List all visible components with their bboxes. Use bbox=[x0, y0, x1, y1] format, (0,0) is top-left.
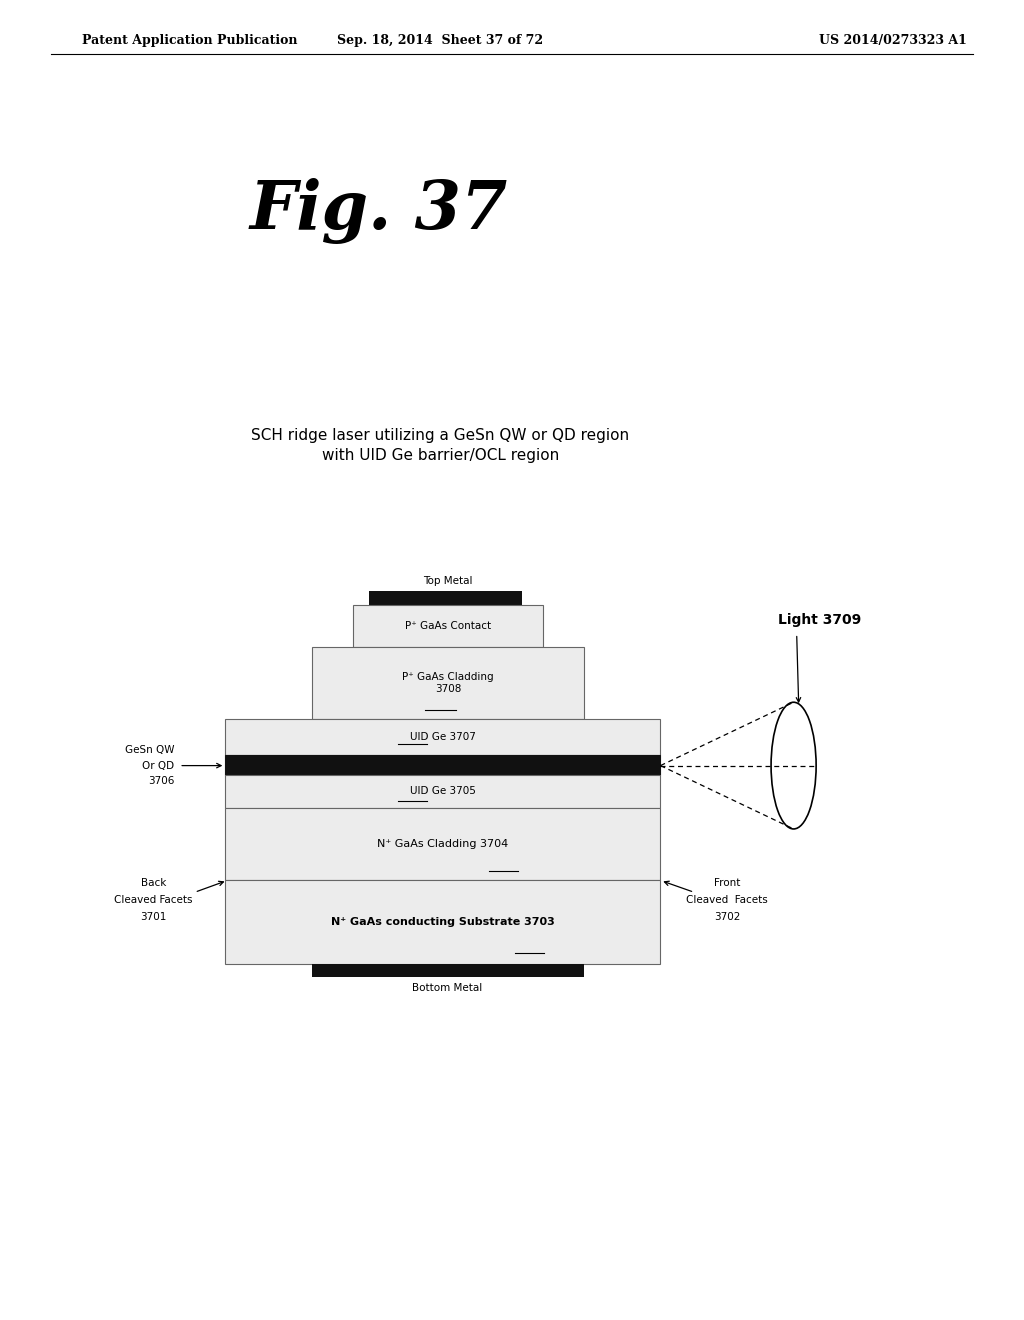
Text: 3701: 3701 bbox=[140, 912, 167, 923]
Bar bbox=[225, 775, 660, 808]
Text: Cleaved Facets: Cleaved Facets bbox=[115, 895, 193, 906]
Bar bbox=[225, 808, 660, 880]
Text: US 2014/0273323 A1: US 2014/0273323 A1 bbox=[819, 34, 967, 48]
Text: N⁺ GaAs conducting Substrate 3703: N⁺ GaAs conducting Substrate 3703 bbox=[331, 917, 555, 927]
Bar bbox=[312, 964, 584, 977]
Text: Cleaved  Facets: Cleaved Facets bbox=[686, 895, 768, 906]
Text: 3706: 3706 bbox=[147, 776, 174, 787]
Text: P⁺ GaAs Contact: P⁺ GaAs Contact bbox=[404, 620, 492, 631]
Text: Bottom Metal: Bottom Metal bbox=[413, 983, 482, 994]
Text: Patent Application Publication: Patent Application Publication bbox=[82, 34, 297, 48]
Bar bbox=[225, 719, 660, 755]
Text: Front: Front bbox=[714, 878, 740, 888]
Bar bbox=[225, 880, 660, 964]
Text: Top Metal: Top Metal bbox=[423, 576, 472, 586]
Text: Or QD: Or QD bbox=[142, 760, 174, 771]
Text: UID Ge 3707: UID Ge 3707 bbox=[410, 733, 476, 742]
Bar bbox=[353, 605, 543, 647]
Text: 3702: 3702 bbox=[714, 912, 740, 923]
Text: Light 3709: Light 3709 bbox=[778, 614, 861, 627]
Text: UID Ge 3705: UID Ge 3705 bbox=[410, 787, 476, 796]
Text: GeSn QW: GeSn QW bbox=[125, 744, 174, 755]
Text: Back: Back bbox=[141, 878, 166, 888]
Bar bbox=[369, 591, 522, 605]
Text: Fig. 37: Fig. 37 bbox=[250, 178, 508, 244]
Text: Sep. 18, 2014  Sheet 37 of 72: Sep. 18, 2014 Sheet 37 of 72 bbox=[337, 34, 544, 48]
Bar bbox=[312, 647, 584, 719]
Text: with UID Ge barrier/OCL region: with UID Ge barrier/OCL region bbox=[322, 447, 559, 463]
Bar bbox=[225, 755, 660, 775]
Text: SCH ridge laser utilizing a GeSn QW or QD region: SCH ridge laser utilizing a GeSn QW or Q… bbox=[251, 428, 630, 444]
Text: P⁺ GaAs Cladding
3708: P⁺ GaAs Cladding 3708 bbox=[402, 672, 494, 694]
Text: N⁺ GaAs Cladding 3704: N⁺ GaAs Cladding 3704 bbox=[377, 840, 509, 849]
